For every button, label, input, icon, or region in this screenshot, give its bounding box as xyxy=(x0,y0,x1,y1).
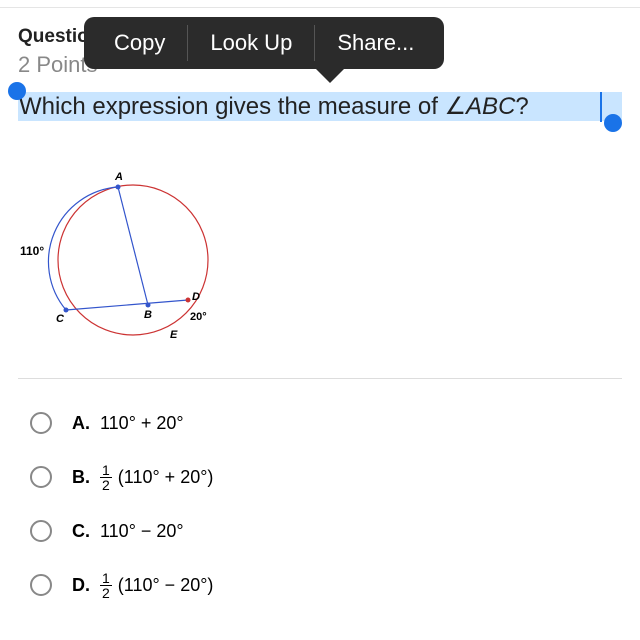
top-divider xyxy=(0,7,640,8)
arc-label-20: 20° xyxy=(190,311,207,323)
option-a-content: 110° + 20° xyxy=(100,413,184,434)
option-b[interactable]: B. 1 2 (110° + 20°) xyxy=(30,452,213,502)
option-a[interactable]: A. 110° + 20° xyxy=(30,398,213,448)
option-d-content: (110° − 20°) xyxy=(118,575,214,596)
chord-ab xyxy=(118,187,148,305)
question-prefix: Which expression gives the measure of xyxy=(19,93,445,120)
option-d-fraction: 1 2 xyxy=(100,571,112,600)
arc-label-110: 110° xyxy=(20,244,44,258)
point-a xyxy=(116,185,121,190)
radio-a[interactable] xyxy=(30,412,52,434)
context-arrow-icon xyxy=(314,67,346,83)
option-c[interactable]: C. 110° − 20° xyxy=(30,506,213,556)
context-menu: Copy Look Up Share... xyxy=(84,17,444,69)
option-c-letter: C. xyxy=(72,521,90,542)
selection-end-handle[interactable] xyxy=(604,114,622,132)
question-label: Questio xyxy=(18,26,89,48)
chord-cd xyxy=(66,300,188,310)
answers-divider xyxy=(18,378,622,379)
radio-b[interactable] xyxy=(30,466,52,488)
label-c: C xyxy=(56,313,65,325)
option-b-content: (110° + 20°) xyxy=(118,467,214,488)
circle-outline xyxy=(58,185,208,335)
label-e: E xyxy=(170,329,178,341)
option-c-content: 110° − 20° xyxy=(100,521,184,542)
option-b-letter: B. xyxy=(72,467,90,488)
point-b xyxy=(146,303,151,308)
frac-d-den: 2 xyxy=(100,586,112,600)
frac-b-num: 1 xyxy=(100,463,112,478)
context-lookup[interactable]: Look Up xyxy=(188,17,314,69)
option-d-letter: D. xyxy=(72,575,90,596)
radio-c[interactable] xyxy=(30,520,52,542)
angle-symbol: ∠ xyxy=(445,93,467,120)
frac-d-num: 1 xyxy=(100,571,112,586)
frac-b-den: 2 xyxy=(100,478,112,492)
label-b: B xyxy=(144,309,152,321)
option-b-fraction: 1 2 xyxy=(100,463,112,492)
angle-label: ABC xyxy=(466,93,515,120)
circle-diagram: A B C D E 110° 20° xyxy=(18,160,238,360)
option-c-text: C. 110° − 20° xyxy=(72,521,184,542)
option-a-letter: A. xyxy=(72,413,90,434)
option-d-text: D. 1 2 (110° − 20°) xyxy=(72,571,213,600)
question-suffix: ? xyxy=(515,93,528,120)
selection-end-cursor xyxy=(600,92,602,122)
radio-d[interactable] xyxy=(30,574,52,596)
label-a: A xyxy=(114,171,123,183)
selection-start-handle[interactable] xyxy=(8,82,26,100)
point-c xyxy=(64,308,69,313)
label-d: D xyxy=(192,291,200,303)
option-d[interactable]: D. 1 2 (110° − 20°) xyxy=(30,560,213,610)
point-d xyxy=(186,298,191,303)
option-a-text: A. 110° + 20° xyxy=(72,413,184,434)
question-text[interactable]: Which expression gives the measure of ∠A… xyxy=(18,92,622,121)
context-share[interactable]: Share... xyxy=(315,17,436,69)
answer-options: A. 110° + 20° B. 1 2 (110° + 20°) C. 110… xyxy=(30,398,213,610)
option-b-text: B. 1 2 (110° + 20°) xyxy=(72,463,213,492)
context-copy[interactable]: Copy xyxy=(92,17,187,69)
